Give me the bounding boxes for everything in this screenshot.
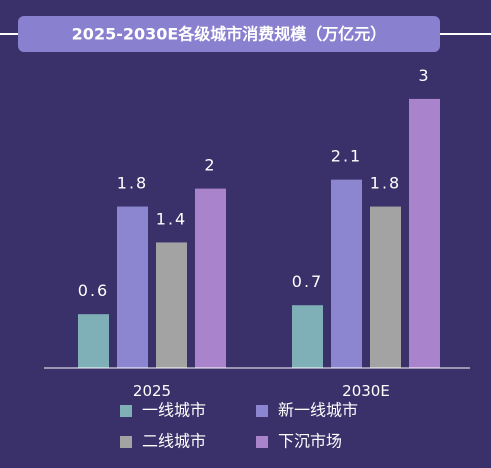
bar-2030e-series-3	[370, 206, 401, 368]
bar-2025-series-4	[195, 188, 226, 368]
bar-2030e-series-4	[409, 98, 440, 368]
data-label-2030e-series-2: 2.1	[331, 147, 362, 166]
bar-2030e-series-2	[331, 179, 362, 368]
legend-label-1: 一线城市	[142, 401, 206, 420]
chart-title: 2025-2030E各级城市消费规模（万亿元）	[72, 25, 387, 44]
bar-2025-series-2	[117, 206, 148, 368]
bar-2025-series-3	[156, 242, 187, 368]
legend-label-3: 二线城市	[142, 432, 206, 451]
bar-2025-series-1	[78, 314, 109, 368]
legend-label-4: 下沉市场	[278, 432, 342, 451]
legend-swatch-1	[120, 405, 132, 417]
legend-swatch-3	[120, 436, 132, 448]
x-tick-label-2025: 2025	[133, 382, 171, 400]
bar-2030e-series-1	[292, 305, 323, 368]
data-label-2025-series-2: 1.8	[117, 174, 148, 193]
title-banner	[18, 16, 440, 52]
data-label-2030e-series-1: 0.7	[292, 272, 323, 291]
x-tick-label-2030e: 2030E	[342, 382, 390, 400]
data-label-2030e-series-3: 1.8	[370, 174, 401, 193]
data-label-2025-series-1: 0.6	[78, 281, 109, 300]
legend-label-2: 新一线城市	[278, 401, 358, 420]
data-label-2025-series-4: 2	[204, 156, 216, 175]
legend-swatch-2	[256, 405, 268, 417]
data-label-2030e-series-4: 3	[418, 66, 430, 85]
data-label-2025-series-3: 1.4	[156, 209, 187, 228]
legend-swatch-4	[256, 436, 268, 448]
